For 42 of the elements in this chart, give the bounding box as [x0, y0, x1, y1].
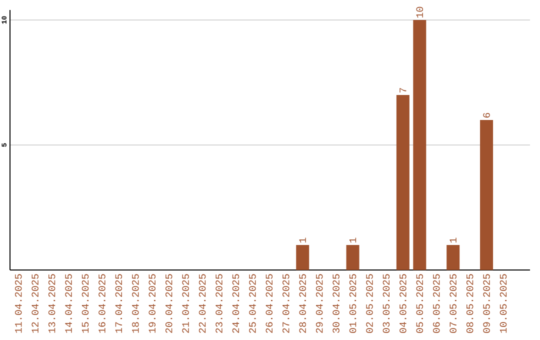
x-tick-label: 02.05.2025: [366, 274, 373, 333]
x-tick-label: 25.04.2025: [249, 274, 256, 333]
bar: [446, 245, 460, 270]
x-tick-label: 15.04.2025: [82, 274, 89, 333]
x-tick-label: 20.04.2025: [165, 274, 172, 333]
data-label: 1: [450, 238, 456, 243]
data-label: 1: [349, 238, 356, 243]
x-tick-label: 26.04.2025: [266, 274, 273, 333]
x-tick-label: 21.04.2025: [182, 274, 189, 333]
x-tick-label: 06.05.2025: [432, 274, 440, 333]
x-tick-label: 22.04.2025: [198, 274, 206, 333]
data-label: 7: [400, 88, 406, 93]
x-tick-label: 28.04.2025: [299, 274, 306, 333]
x-tick-label: 07.05.2025: [450, 274, 456, 333]
bar: [413, 20, 426, 270]
data-label: 10: [416, 6, 424, 18]
x-tick-label: 23.04.2025: [216, 274, 222, 333]
bar: [396, 95, 410, 270]
x-tick-label: 13.04.2025: [48, 274, 56, 333]
x-tick-label: 24.04.2025: [232, 274, 240, 333]
x-tick-label: 27.04.2025: [282, 274, 290, 333]
x-tick-label: 17.04.2025: [115, 274, 122, 333]
data-label: 6: [483, 112, 490, 118]
x-tick-label: 10.05.2025: [500, 274, 507, 333]
x-tick-label: 30.04.2025: [332, 274, 340, 333]
x-tick-label: 12.04.2025: [32, 274, 38, 333]
x-tick-label: 11.04.2025: [14, 274, 22, 333]
x-tick-label: 01.05.2025: [349, 274, 356, 333]
data-label: 1: [299, 238, 306, 243]
x-tick-label: 18.04.2025: [132, 274, 139, 333]
x-tick-label: 29.04.2025: [316, 274, 323, 333]
x-tick-label: 08.05.2025: [466, 274, 474, 333]
x-tick-label: 19.04.2025: [148, 274, 156, 333]
x-tick-label: 14.04.2025: [65, 274, 72, 333]
x-tick-label: 09.05.2025: [483, 274, 490, 333]
x-tick-label: 03.05.2025: [382, 274, 390, 333]
bar: [346, 245, 360, 270]
bar: [296, 245, 310, 270]
bar: [480, 120, 494, 270]
x-tick-label: 04.05.2025: [400, 274, 406, 333]
x-tick-label: 16.04.2025: [98, 274, 106, 333]
x-tick-label: 05.05.2025: [416, 274, 424, 333]
